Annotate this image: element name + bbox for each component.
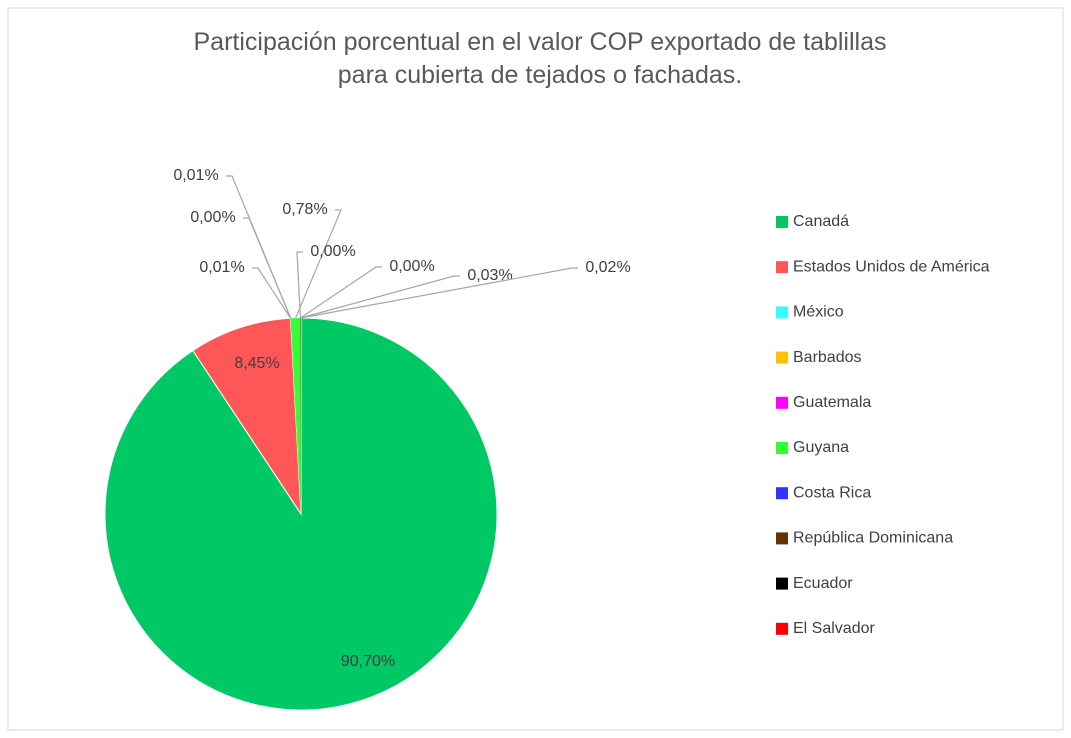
data-label: 0,00% bbox=[389, 258, 434, 275]
data-label: 90,70% bbox=[341, 653, 395, 670]
legend-label: Barbados bbox=[793, 349, 862, 366]
leader-line bbox=[300, 275, 460, 319]
chart-title: Participación porcentual en el valor COP… bbox=[193, 28, 887, 89]
legend-swatch bbox=[776, 487, 788, 500]
pie-slice bbox=[290, 318, 301, 514]
legend-label: República Dominicana bbox=[793, 530, 953, 547]
pie-slice bbox=[290, 318, 301, 514]
pie-slice bbox=[290, 318, 301, 514]
legend-swatch bbox=[776, 532, 788, 545]
legend-label: Ecuador bbox=[793, 575, 853, 592]
legend-swatch bbox=[776, 396, 788, 409]
legend-label: Canadá bbox=[793, 213, 849, 230]
legend-label: México bbox=[793, 304, 844, 321]
data-label: 0,01% bbox=[173, 167, 218, 184]
leader-line bbox=[226, 175, 292, 319]
legend-label: Estados Unidos de América bbox=[793, 258, 990, 275]
data-label: 0,00% bbox=[190, 209, 235, 226]
pie-slice bbox=[300, 318, 301, 514]
leader-line bbox=[300, 267, 578, 319]
leader-line bbox=[296, 251, 303, 319]
legend-swatch bbox=[776, 622, 788, 635]
legend-swatch bbox=[776, 261, 788, 274]
legend-label: Guatemala bbox=[793, 394, 871, 411]
data-label: 8,45% bbox=[234, 355, 279, 372]
data-label: 0,01% bbox=[199, 259, 244, 276]
legend-label: Costa Rica bbox=[793, 484, 871, 501]
legend-swatch bbox=[776, 216, 788, 228]
leader-line bbox=[300, 266, 382, 319]
legend-swatch bbox=[776, 306, 788, 319]
leader-line bbox=[295, 209, 342, 319]
legend-swatch bbox=[776, 577, 788, 590]
chart-border bbox=[7, 7, 1064, 731]
legend-label: Guyana bbox=[793, 439, 849, 456]
data-label: 0,02% bbox=[585, 259, 630, 276]
legend-label: El Salvador bbox=[793, 620, 875, 637]
legend-swatch bbox=[776, 351, 788, 364]
data-label: 0,03% bbox=[467, 267, 512, 284]
data-label: 0,78% bbox=[282, 201, 327, 218]
pie-slice bbox=[192, 317, 302, 516]
leader-line bbox=[243, 217, 292, 319]
data-label: 0,00% bbox=[310, 243, 355, 260]
legend-swatch bbox=[776, 442, 788, 454]
leader-line bbox=[252, 267, 292, 319]
